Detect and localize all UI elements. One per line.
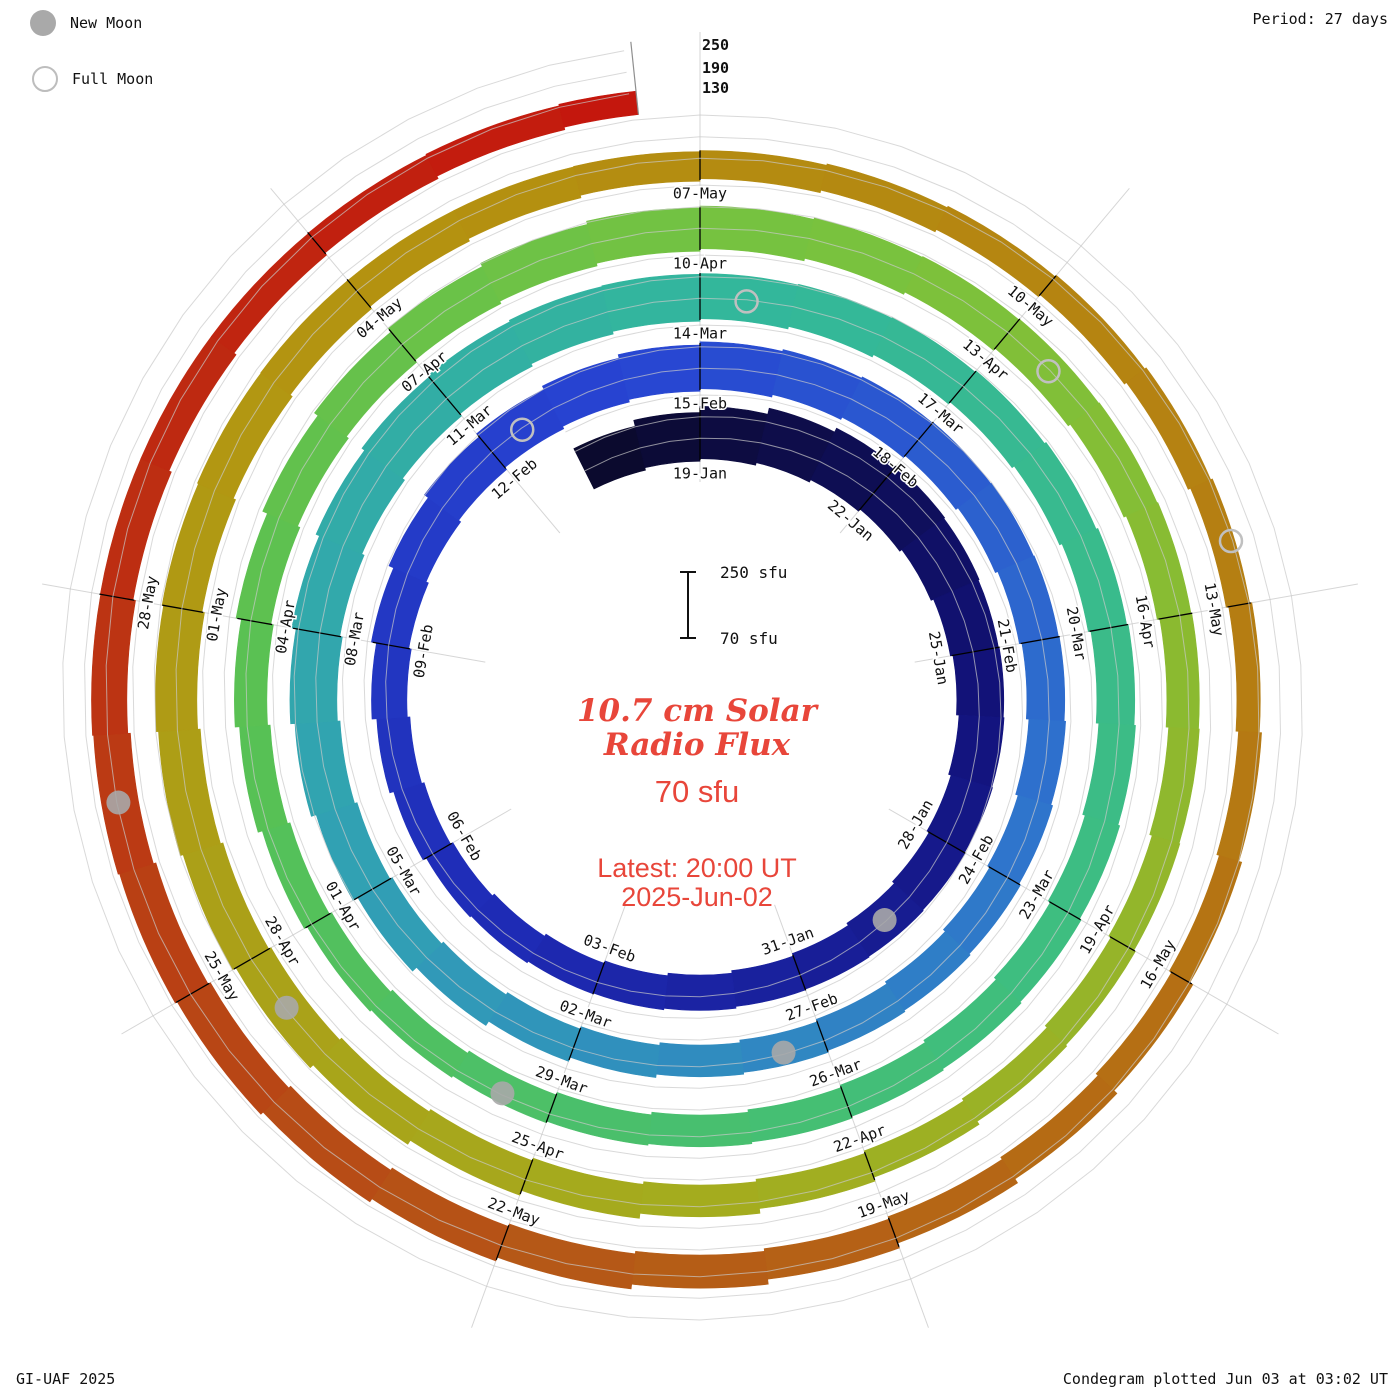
center-text-block: 10.7 cm Solar Radio Flux 70 sfu Latest: … <box>372 694 1022 912</box>
new-moon-icon <box>30 10 56 36</box>
new-moon-marker <box>771 1040 796 1065</box>
chart-title-line2: Radio Flux <box>603 727 791 763</box>
new-moon-marker <box>106 790 131 815</box>
legend-new-moon-label: New Moon <box>70 14 143 32</box>
date-tick-label: 07-May <box>673 185 727 203</box>
spiral-terminus-line <box>630 41 640 115</box>
flux-scalebar <box>680 571 696 639</box>
moon-markers <box>106 289 1244 1106</box>
flux-bars <box>91 90 1262 1290</box>
date-tick-label: 01-May <box>203 586 230 642</box>
full-moon-marker <box>1036 358 1061 384</box>
flux-gridlines <box>62 50 1303 1321</box>
plotted-label: Condegram plotted Jun 03 at 03:02 UT <box>1062 1370 1388 1388</box>
date-tick-label: 10-Apr <box>673 255 727 273</box>
radial-axis-label-250: 250 <box>702 36 730 54</box>
latest-date-label: 2025-Jun-02 <box>621 882 773 912</box>
full-moon-icon <box>32 66 58 92</box>
full-moon-marker <box>1218 528 1244 554</box>
date-tick-label: 15-Feb <box>673 395 727 413</box>
credit-label: GI-UAF 2025 <box>16 1370 116 1388</box>
legend-new-moon: New Moon <box>30 10 142 36</box>
full-moon-marker <box>509 417 535 442</box>
date-tick-label: 14-Mar <box>673 325 727 343</box>
legend-full-moon-label: Full Moon <box>72 70 154 88</box>
current-flux-value: 70 sfu <box>654 774 740 809</box>
new-moon-marker <box>490 1081 515 1106</box>
full-moon-marker <box>734 289 759 314</box>
scalebar-bottom-label: 70 sfu <box>720 629 778 648</box>
date-tick-label: 19-Jan <box>673 465 727 483</box>
legend-full-moon: Full Moon <box>32 66 153 92</box>
date-tick-label: 08-Mar <box>341 611 368 667</box>
date-tick-label: 28-May <box>134 574 161 630</box>
period-label: Period: 27 days <box>1252 10 1388 28</box>
radial-axis-label-190: 190 <box>702 59 730 77</box>
chart-title-line1: 10.7 cm Solar <box>576 693 818 729</box>
new-moon-marker <box>274 995 299 1020</box>
radial-axis-label-130: 130 <box>702 79 730 97</box>
new-moon-marker <box>872 908 897 933</box>
latest-time-label: Latest: 20:00 UT <box>597 853 797 883</box>
date-tick-label: 09-Feb <box>410 623 437 679</box>
scalebar-top-label: 250 sfu <box>720 563 788 582</box>
